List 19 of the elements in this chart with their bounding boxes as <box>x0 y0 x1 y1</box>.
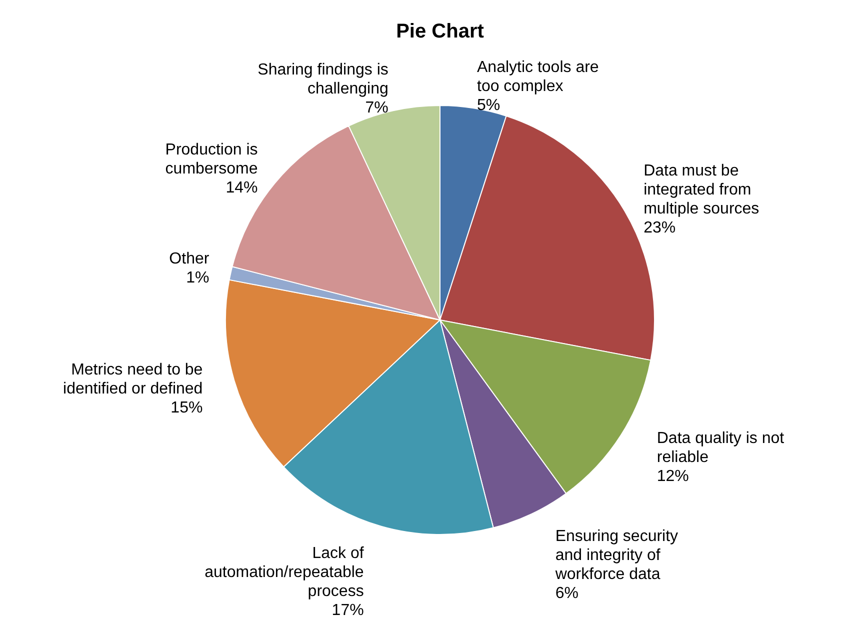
data-label: 7% <box>365 100 388 117</box>
slice-label: Production is cumbersome <box>165 142 258 178</box>
slice-label: Metrics need to be identified or defined <box>63 361 203 398</box>
data-label: 15% <box>170 399 203 416</box>
data-label: 23% <box>644 220 676 237</box>
slice-label: Data must be integrated from multiple sources <box>644 162 760 218</box>
chart-title: Pie Chart <box>396 20 484 43</box>
slice-label: Analytic tools are too complex <box>476 58 599 95</box>
slice-label: Lack of automation/repeatable process <box>204 545 364 600</box>
slice-label: Data quality is not reliable <box>656 430 785 466</box>
data-label: 12% <box>656 468 689 486</box>
slice-label: Ensuring security and integrity of workforce data <box>554 528 678 584</box>
data-label: 17% <box>332 602 364 620</box>
slice-label: Other <box>169 250 210 268</box>
data-label: 5% <box>476 96 500 114</box>
data-label: 1% <box>186 269 210 286</box>
data-label: 6% <box>555 585 578 602</box>
data-label: 14% <box>226 180 258 197</box>
slice-label: Sharing findings is challenging <box>258 62 388 98</box>
